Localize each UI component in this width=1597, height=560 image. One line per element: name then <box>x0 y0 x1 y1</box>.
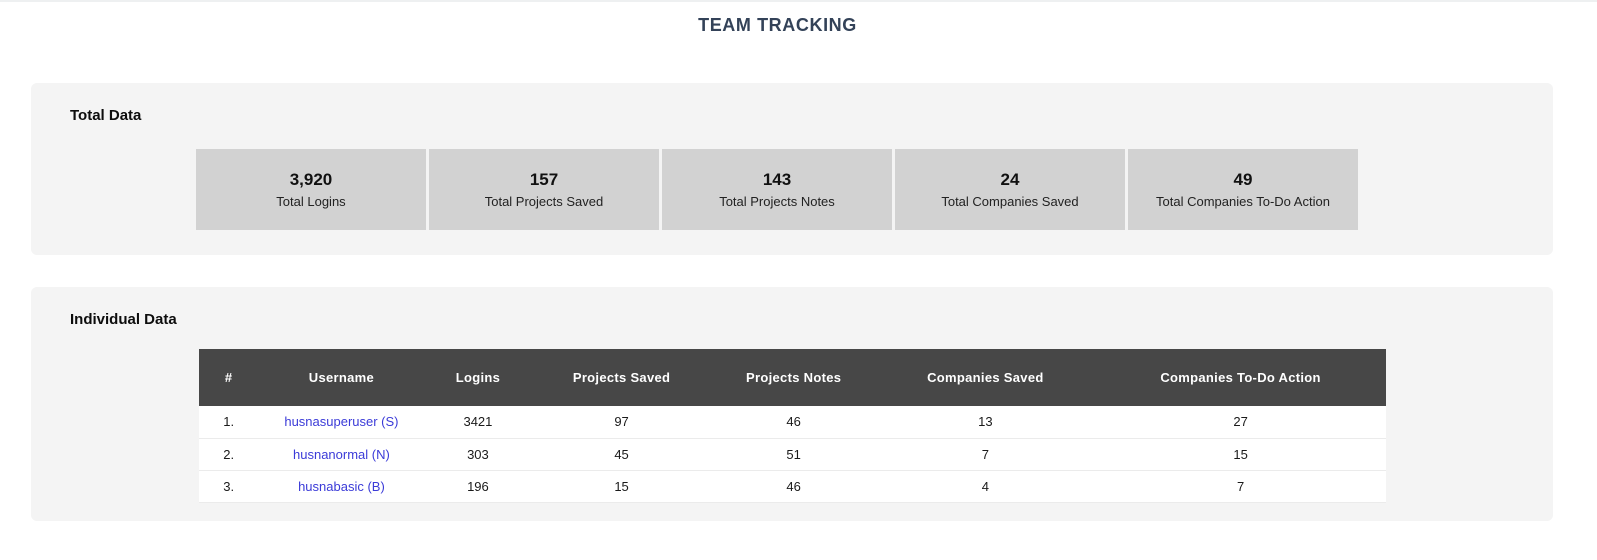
stat-card-total-logins: 3,920 Total Logins <box>196 149 426 230</box>
logins-cell: 3421 <box>424 406 532 439</box>
username-cell: husnasuperuser (S) <box>258 406 425 439</box>
individual-data-panel: Individual Data # Username Logins Projec… <box>31 287 1553 521</box>
projects-notes-cell: 46 <box>711 406 876 439</box>
companies-saved-cell: 4 <box>875 470 1096 503</box>
username-link[interactable]: husnabasic (B) <box>298 478 385 494</box>
username-cell: husnanormal (N) <box>258 438 425 471</box>
individual-data-table: # Username Logins Projects Saved Project… <box>199 349 1386 503</box>
projects-notes-cell: 46 <box>711 470 876 503</box>
companies-todo-cell: 7 <box>1095 470 1386 503</box>
table-row: 2. husnanormal (N) 303 45 51 7 15 <box>199 438 1386 471</box>
total-data-heading: Total Data <box>70 107 142 124</box>
stat-card-total-companies-todo: 49 Total Companies To-Do Action <box>1128 149 1358 230</box>
individual-data-table-wrap: # Username Logins Projects Saved Project… <box>199 349 1386 503</box>
stat-value: 49 <box>1233 170 1253 189</box>
column-header-index: # <box>199 349 259 406</box>
stat-label: Total Companies To-Do Action <box>1156 194 1330 209</box>
table-row: 1. husnasuperuser (S) 3421 97 46 13 27 <box>199 406 1386 439</box>
projects-saved-cell: 15 <box>531 470 712 503</box>
row-index: 3. <box>199 470 259 503</box>
page-title: TEAM TRACKING <box>698 15 857 35</box>
stat-label: Total Projects Saved <box>484 194 604 209</box>
logins-cell: 303 <box>424 438 532 471</box>
companies-saved-cell: 7 <box>875 438 1096 471</box>
table-row: 3. husnabasic (B) 196 15 46 4 7 <box>199 470 1386 503</box>
column-header-username: Username <box>258 349 425 406</box>
companies-todo-cell: 15 <box>1095 438 1386 471</box>
column-header-logins: Logins <box>424 349 532 406</box>
projects-notes-cell: 51 <box>711 438 876 471</box>
username-link[interactable]: husnasuperuser (S) <box>284 414 399 430</box>
total-data-panel: Total Data 3,920 Total Logins 157 Total … <box>31 83 1553 255</box>
projects-saved-cell: 97 <box>531 406 712 439</box>
table-header-row: # Username Logins Projects Saved Project… <box>199 349 1386 406</box>
column-header-companies-saved: Companies Saved <box>875 349 1096 406</box>
username-link[interactable]: husnanormal (N) <box>293 446 390 462</box>
column-header-projects-notes: Projects Notes <box>711 349 876 406</box>
stat-label: Total Logins <box>276 194 346 209</box>
row-index: 2. <box>199 438 259 471</box>
column-header-projects-saved: Projects Saved <box>531 349 712 406</box>
stat-value: 157 <box>529 170 559 189</box>
row-index: 1. <box>199 406 259 439</box>
column-header-companies-todo: Companies To-Do Action <box>1095 349 1386 406</box>
stat-label: Total Projects Notes <box>719 194 835 209</box>
stat-card-total-projects-saved: 157 Total Projects Saved <box>429 149 659 230</box>
stat-cards-row: 3,920 Total Logins 157 Total Projects Sa… <box>196 149 1358 230</box>
username-cell: husnabasic (B) <box>258 470 425 503</box>
stat-label: Total Companies Saved <box>941 194 1079 209</box>
stat-value: 3,920 <box>289 170 333 189</box>
stat-value: 143 <box>762 170 792 189</box>
logins-cell: 196 <box>424 470 532 503</box>
individual-data-heading: Individual Data <box>70 311 177 328</box>
projects-saved-cell: 45 <box>531 438 712 471</box>
stat-value: 24 <box>1000 170 1020 189</box>
companies-todo-cell: 27 <box>1095 406 1386 439</box>
stat-card-total-projects-notes: 143 Total Projects Notes <box>662 149 892 230</box>
stat-card-total-companies-saved: 24 Total Companies Saved <box>895 149 1125 230</box>
companies-saved-cell: 13 <box>875 406 1096 439</box>
